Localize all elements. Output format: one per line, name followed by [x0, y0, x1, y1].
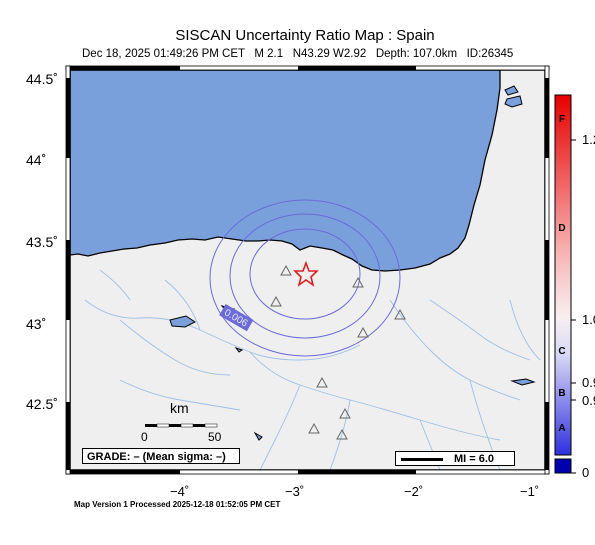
mi-label: MI = 6.0 [454, 453, 495, 465]
contour-lines [209, 199, 401, 357]
map-border [65, 65, 550, 475]
grade-letter: A [558, 423, 566, 434]
grade-letter: C [558, 346, 566, 357]
scale-end: 50 [208, 430, 222, 444]
station-triangles [270, 264, 406, 440]
grade-letter: B [558, 388, 566, 399]
lon-tick: −3˚ [285, 484, 305, 499]
colorbar-value: 0.9 [582, 393, 595, 408]
mi-legend: MI = 6.0 [395, 451, 515, 466]
lon-tick: −2˚ [404, 484, 424, 499]
grade-legend: GRADE: – (Mean sigma: –) [82, 448, 240, 464]
event-info: Dec 18, 2025 01:49:26 PM CET M 2.1 N43.2… [82, 48, 514, 60]
colorbar-value: 1.0 [582, 312, 595, 327]
colorbar [554, 94, 576, 474]
grade-letter: D [558, 223, 566, 234]
colorbar-value: 1.2 [582, 132, 595, 147]
scale-bar [145, 423, 218, 428]
rivers [84, 269, 541, 470]
map-title: SISCAN Uncertainty Ratio Map : Spain [175, 27, 435, 44]
lat-tick: 42.5˚ [26, 396, 58, 412]
lat-tick: 44.5˚ [26, 71, 58, 87]
colorbar-value: 0 [582, 465, 590, 480]
sea-area [70, 70, 501, 272]
island [504, 95, 523, 108]
processing-footer: Map Version 1 Processed 2025-12-18 01:52… [74, 500, 281, 509]
scale-start: 0 [141, 430, 148, 444]
lon-tick: −4˚ [170, 484, 190, 499]
lat-tick: 43.5˚ [26, 234, 58, 250]
island [504, 85, 519, 96]
colorbar-value: 0.9 [582, 375, 595, 390]
lat-tick: 44˚ [26, 152, 47, 168]
grade-letter: F [558, 114, 566, 125]
lat-tick: 43˚ [26, 316, 47, 332]
scale-unit: km [170, 400, 189, 416]
epicenter-star-icon [293, 260, 319, 287]
lon-tick: −1˚ [520, 484, 540, 499]
mi-line-sample [401, 458, 443, 461]
